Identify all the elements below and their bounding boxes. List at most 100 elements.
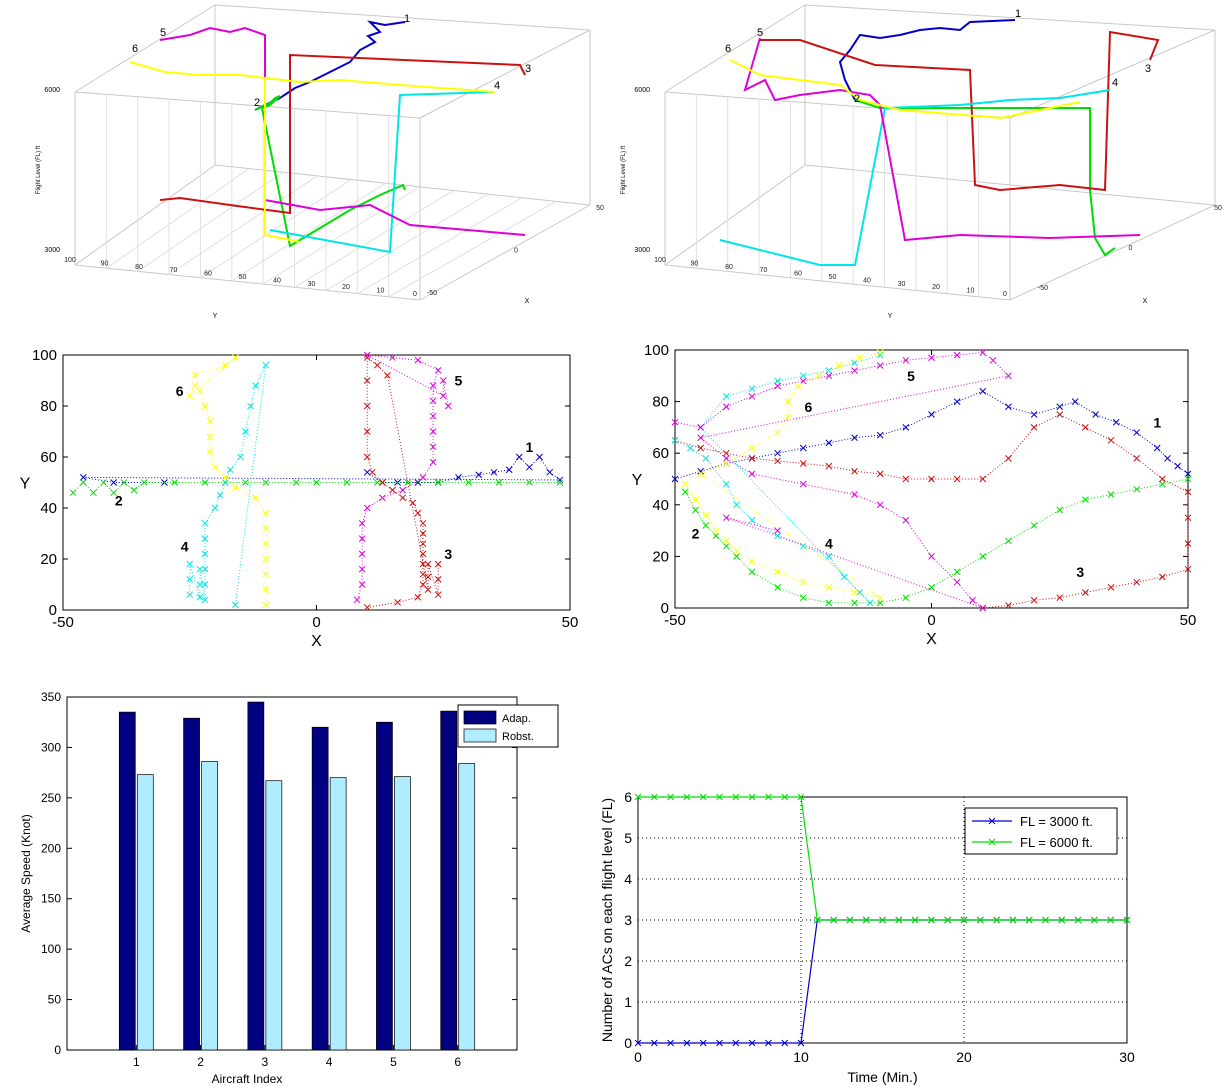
data-point: [1107, 916, 1115, 924]
waypoint-marker: [206, 448, 214, 456]
x-tick-label: 30: [1119, 1049, 1135, 1065]
aircraft-label-4: 4: [494, 80, 500, 92]
grid-line: [231, 182, 386, 282]
aircraft-label-5: 5: [757, 27, 763, 39]
waypoint-marker: [495, 479, 503, 486]
waypoint-marker: [928, 553, 935, 560]
aircraft-label-4: 4: [825, 536, 833, 552]
data-point: [781, 793, 789, 801]
waypoint-marker: [262, 479, 270, 486]
x-tick-label: 20: [956, 1049, 972, 1065]
y-tick-label: 350: [41, 690, 61, 704]
x-tick-label: 10: [793, 1049, 809, 1065]
waypoint-marker: [1112, 418, 1120, 426]
x-tick-label: -50: [1038, 285, 1048, 292]
axis-grid-line: [664, 164, 806, 266]
waypoint-marker: [262, 361, 270, 369]
y-tick-label: 2: [624, 953, 632, 969]
grid-line: [325, 193, 488, 291]
axis-grid-line: [74, 264, 421, 301]
waypoint-marker: [697, 467, 705, 475]
bar-robst: [394, 776, 411, 1051]
axis-grid-line: [664, 4, 806, 93]
trajectory-path: [189, 364, 267, 605]
waypoint-marker: [556, 476, 564, 484]
aircraft-label-2: 2: [854, 93, 860, 105]
waypoint-marker: [1133, 429, 1141, 436]
y-tick-label: 6: [624, 789, 632, 805]
data-point: [634, 793, 642, 801]
waypoint-marker: [722, 460, 730, 467]
waypoint-marker: [856, 354, 864, 362]
trajectory-aircraft-6: [729, 59, 1081, 120]
aircraft-label-3: 3: [444, 546, 452, 562]
data-point: [1123, 916, 1131, 924]
waypoint-marker: [748, 516, 756, 524]
waypoint-marker: [774, 584, 781, 591]
waypoint-marker: [252, 382, 260, 389]
waypoint-marker: [536, 453, 543, 461]
waypoint-marker: [201, 519, 209, 527]
waypoint-marker: [363, 604, 371, 611]
series-fl-6000: [634, 793, 1131, 924]
waypoint-marker: [201, 402, 209, 410]
waypoint-marker: [748, 455, 756, 462]
waypoint-marker: [722, 403, 730, 411]
y-axis-label: Y: [632, 472, 643, 489]
waypoint-marker: [692, 496, 699, 503]
waypoint-marker: [1005, 602, 1012, 609]
bar-adap: [311, 726, 329, 1051]
waypoint-marker: [419, 581, 427, 588]
data-point: [683, 793, 691, 801]
y-axis-label: Y: [888, 313, 893, 320]
waypoint-marker: [429, 382, 437, 389]
waypoint-marker: [1030, 522, 1038, 529]
y-tick-label: 100: [654, 257, 666, 264]
x-axis-label: Time (Min.): [847, 1069, 917, 1085]
waypoint-marker: [876, 349, 884, 356]
z-tick-label: 6000: [44, 87, 60, 94]
waypoint-marker: [697, 470, 705, 478]
data-point: [846, 916, 854, 924]
y-tick-label: 20: [342, 284, 350, 291]
y-tick-label: 50: [829, 274, 837, 281]
data-point: [667, 1039, 674, 1047]
waypoint-marker: [399, 486, 407, 494]
data-point: [895, 916, 903, 924]
data-point: [732, 1039, 740, 1047]
trajectory-aircraft-1: [254, 20, 406, 111]
aircraft-label-1: 1: [1015, 8, 1021, 20]
legend-swatch-adap: [463, 710, 497, 725]
waypoint-marker: [211, 504, 219, 512]
y-tick-label: 70: [760, 267, 768, 274]
waypoint-marker: [404, 479, 412, 486]
axis-grid-line: [1009, 29, 1216, 119]
waypoint-marker: [722, 537, 730, 545]
x-tick-label: 50: [596, 205, 604, 212]
waypoint-marker: [419, 570, 427, 578]
waypoint-marker: [379, 494, 386, 502]
waypoint-marker: [825, 439, 833, 447]
waypoint-marker: [90, 489, 97, 497]
y-tick-label: 100: [64, 257, 76, 264]
x-tick-label: -50: [52, 614, 74, 631]
aircraft-label-6: 6: [804, 399, 812, 415]
data-point: [813, 916, 821, 924]
waypoint-marker: [902, 424, 910, 431]
data-point: [748, 1039, 756, 1047]
legend-box: [964, 807, 1118, 855]
waypoint-marker: [1005, 455, 1012, 462]
waypoint-marker: [953, 475, 961, 483]
waypoint-marker: [928, 584, 935, 591]
y-tick-label: 250: [41, 791, 61, 805]
waypoint-marker: [526, 463, 533, 471]
waypoint-marker: [928, 354, 935, 362]
waypoint-marker: [414, 509, 422, 517]
waypoint-marker: [774, 568, 781, 576]
bar-adap: [376, 721, 393, 1051]
trajectory-path: [674, 354, 881, 604]
waypoint-marker: [851, 589, 858, 596]
bar-adap: [183, 717, 200, 1051]
trajectory-aircraft-5: [743, 37, 1141, 242]
waypoint-marker: [733, 547, 740, 555]
